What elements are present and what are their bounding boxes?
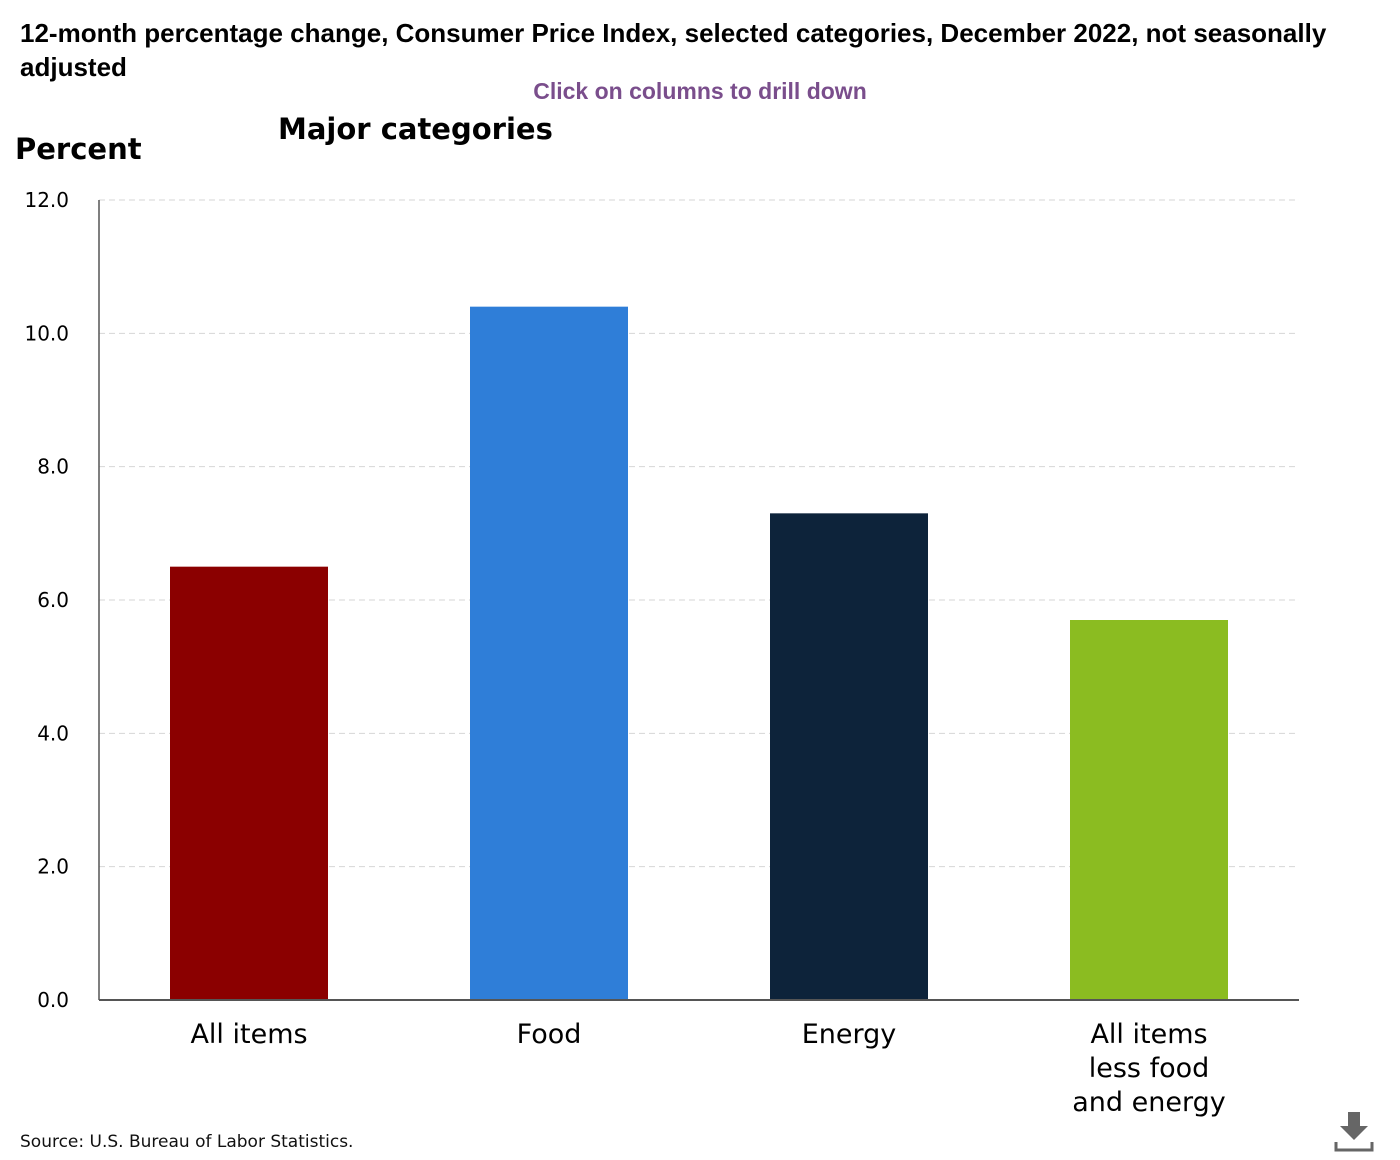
download-button[interactable] xyxy=(1330,1108,1378,1154)
source-note: Source: U.S. Bureau of Labor Statistics. xyxy=(20,1132,354,1152)
y-tick-label: 10.0 xyxy=(24,321,69,345)
download-icon xyxy=(1334,1112,1374,1152)
y-tick-label: 2.0 xyxy=(37,855,69,879)
bar-all-items-less-food-and-energy[interactable] xyxy=(1070,620,1228,1000)
x-axis-labels: All items Food Energy All items less food and… xyxy=(190,1019,1225,1118)
y-tick-label: 6.0 xyxy=(37,588,69,612)
chart-subtitle: Major categories xyxy=(278,112,553,146)
y-axis-label: Percent xyxy=(15,132,142,166)
y-tick-label: 0.0 xyxy=(37,988,69,1012)
y-tick-label: 12.0 xyxy=(24,188,69,212)
bar-food[interactable] xyxy=(470,306,628,1001)
x-category-label: Energy xyxy=(802,1019,897,1050)
y-tick-label: 8.0 xyxy=(37,455,69,479)
bars xyxy=(170,306,1228,1001)
y-tick-label: 4.0 xyxy=(37,721,69,745)
y-axis-ticks: 0.0 2.0 4.0 6.0 8.0 10.0 12.0 xyxy=(24,188,69,1012)
x-category-label: All items xyxy=(190,1019,307,1050)
drill-down-hint[interactable]: Click on columns to drill down xyxy=(533,78,867,104)
bar-energy[interactable] xyxy=(770,513,928,1000)
x-category-label: Food xyxy=(517,1019,582,1050)
x-category-label: All items less food and energy xyxy=(1072,1019,1225,1118)
bar-all-items[interactable] xyxy=(170,566,328,1000)
chart-title: 12-month percentage change, Consumer Pri… xyxy=(20,18,1327,82)
